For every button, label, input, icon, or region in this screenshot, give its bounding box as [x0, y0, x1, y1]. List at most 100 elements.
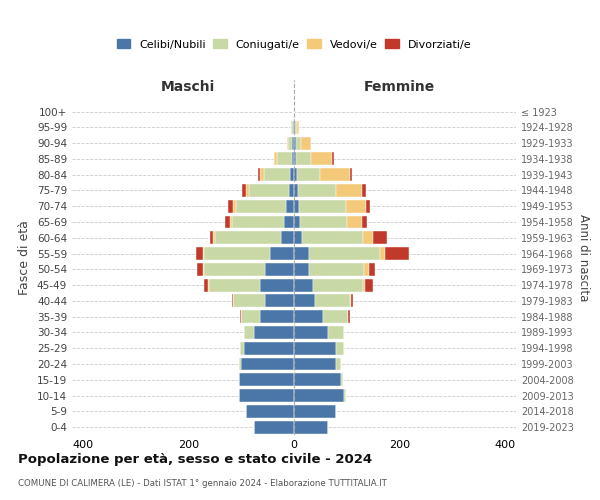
Bar	[281, 232, 294, 244]
Bar	[296, 168, 320, 181]
Bar	[288, 136, 292, 149]
Bar	[247, 184, 249, 197]
Bar	[385, 247, 409, 260]
Bar	[294, 358, 336, 370]
Bar	[242, 184, 247, 197]
Bar	[292, 136, 294, 149]
Text: Femmine: Femmine	[364, 80, 436, 94]
Bar	[350, 294, 353, 308]
Bar	[373, 232, 386, 244]
Bar	[364, 263, 368, 276]
Bar	[298, 184, 336, 197]
Bar	[204, 247, 270, 260]
Bar	[286, 200, 294, 212]
Bar	[292, 121, 293, 134]
Bar	[296, 152, 311, 166]
Bar	[294, 152, 296, 166]
Bar	[260, 168, 264, 181]
Bar	[315, 294, 349, 308]
Legend: Celibi/Nubili, Coniugati/e, Vedovi/e, Divorziati/e: Celibi/Nubili, Coniugati/e, Vedovi/e, Di…	[113, 36, 475, 53]
Bar	[294, 278, 313, 291]
Bar	[294, 184, 298, 197]
Bar	[233, 200, 236, 212]
Bar	[347, 216, 362, 228]
Bar	[309, 263, 364, 276]
Bar	[380, 247, 385, 260]
Bar	[294, 389, 344, 402]
Bar	[241, 310, 260, 323]
Bar	[294, 420, 328, 434]
Bar	[294, 247, 309, 260]
Bar	[363, 278, 365, 291]
Bar	[294, 374, 341, 386]
Bar	[247, 405, 294, 418]
Bar	[230, 216, 232, 228]
Bar	[213, 232, 215, 244]
Bar	[228, 200, 233, 212]
Bar	[328, 326, 344, 339]
Bar	[336, 358, 341, 370]
Bar	[294, 168, 296, 181]
Bar	[349, 168, 352, 181]
Bar	[332, 152, 334, 166]
Bar	[254, 420, 294, 434]
Bar	[323, 310, 349, 323]
Bar	[294, 326, 328, 339]
Bar	[232, 294, 233, 308]
Bar	[341, 374, 343, 386]
Bar	[270, 247, 294, 260]
Bar	[236, 200, 286, 212]
Bar	[239, 358, 241, 370]
Y-axis label: Anni di nascita: Anni di nascita	[577, 214, 590, 301]
Bar	[239, 374, 294, 386]
Y-axis label: Fasce di età: Fasce di età	[19, 220, 31, 295]
Bar	[294, 294, 315, 308]
Bar	[277, 152, 292, 166]
Bar	[284, 216, 294, 228]
Bar	[232, 216, 284, 228]
Bar	[265, 294, 294, 308]
Bar	[294, 121, 295, 134]
Bar	[309, 247, 380, 260]
Bar	[336, 342, 344, 354]
Bar	[299, 200, 346, 212]
Bar	[349, 294, 350, 308]
Bar	[362, 216, 367, 228]
Bar	[301, 216, 347, 228]
Bar	[203, 263, 204, 276]
Bar	[241, 358, 294, 370]
Bar	[344, 389, 346, 402]
Bar	[294, 200, 299, 212]
Bar	[313, 278, 363, 291]
Bar	[294, 405, 336, 418]
Bar	[215, 232, 281, 244]
Bar	[265, 263, 294, 276]
Bar	[294, 216, 301, 228]
Bar	[196, 247, 203, 260]
Bar	[244, 326, 254, 339]
Bar	[293, 121, 294, 134]
Bar	[294, 232, 302, 244]
Bar	[368, 263, 375, 276]
Bar	[296, 136, 301, 149]
Bar	[225, 216, 230, 228]
Bar	[239, 310, 241, 323]
Bar	[239, 342, 244, 354]
Bar	[209, 278, 260, 291]
Bar	[366, 200, 370, 212]
Bar	[204, 263, 265, 276]
Bar	[208, 278, 209, 291]
Bar	[233, 294, 265, 308]
Bar	[274, 152, 277, 166]
Bar	[294, 263, 309, 276]
Bar	[254, 326, 294, 339]
Bar	[362, 184, 366, 197]
Text: Maschi: Maschi	[161, 80, 215, 94]
Bar	[260, 278, 294, 291]
Text: COMUNE DI CALIMERA (LE) - Dati ISTAT 1° gennaio 2024 - Elaborazione TUTTITALIA.I: COMUNE DI CALIMERA (LE) - Dati ISTAT 1° …	[18, 479, 387, 488]
Bar	[257, 168, 260, 181]
Bar	[349, 310, 350, 323]
Bar	[363, 232, 373, 244]
Bar	[264, 168, 290, 181]
Bar	[320, 168, 349, 181]
